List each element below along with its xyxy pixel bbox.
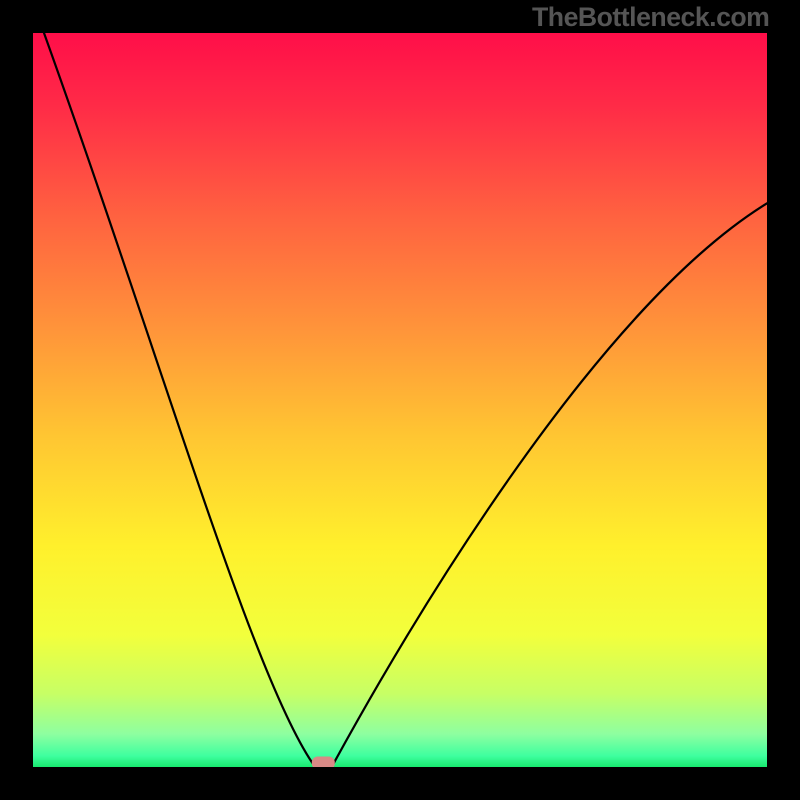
bottleneck-chart: [33, 33, 767, 767]
watermark-text: TheBottleneck.com: [532, 2, 769, 33]
chart-background: [33, 33, 767, 767]
optimal-point-marker: [312, 756, 335, 767]
